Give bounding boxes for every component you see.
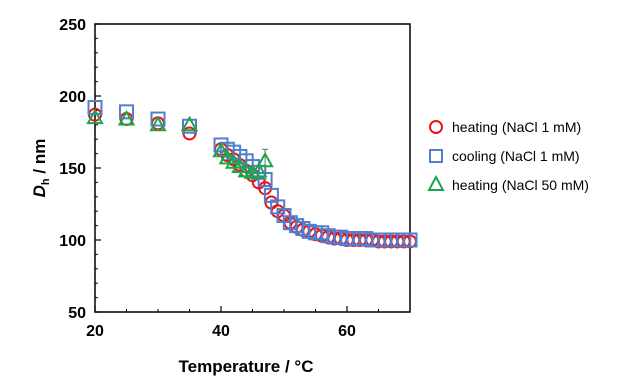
y-axis-title-main: D bbox=[30, 185, 49, 197]
data-point-triangle bbox=[180, 115, 199, 132]
x-tick-label: 60 bbox=[338, 323, 356, 340]
y-axis-title: Dh / nm bbox=[30, 139, 52, 198]
data-point-triangle bbox=[231, 157, 249, 174]
data-point-triangle bbox=[117, 109, 136, 126]
y-tick-label: 200 bbox=[59, 89, 86, 106]
data-point-square bbox=[119, 104, 134, 120]
series-3 bbox=[86, 108, 274, 179]
axis-ticks: 50 100 150 200 250 20 40 60 bbox=[59, 17, 379, 340]
data-point-square bbox=[402, 232, 418, 248]
data-point-triangle bbox=[149, 115, 167, 132]
x-tick-label: 20 bbox=[86, 323, 104, 340]
y-tick-label: 150 bbox=[59, 161, 86, 178]
data-point-triangle bbox=[218, 148, 237, 165]
legend-item-heating-1mM: heating (NaCl 1 mM) bbox=[429, 119, 581, 135]
y-tick-label: 100 bbox=[59, 233, 86, 250]
data-point-square bbox=[87, 100, 103, 116]
data-point-triangle bbox=[256, 151, 274, 168]
y-tick-label: 50 bbox=[68, 305, 86, 322]
data-point-triangle bbox=[212, 141, 230, 158]
data-point-square bbox=[150, 111, 166, 127]
legend: heating (NaCl 1 mM) cooling (NaCl 1 mM) … bbox=[427, 119, 589, 193]
data-point-triangle bbox=[250, 161, 268, 178]
legend-label: heating (NaCl 1 mM) bbox=[452, 119, 581, 135]
x-axis-title: Temperature / °C bbox=[179, 357, 314, 376]
series-2 bbox=[87, 100, 418, 248]
y-tick-label: 250 bbox=[59, 17, 86, 34]
data-points bbox=[86, 100, 418, 249]
legend-label: heating (NaCl 50 mM) bbox=[452, 177, 589, 193]
data-point-triangle bbox=[243, 163, 262, 179]
data-point-square bbox=[257, 172, 273, 188]
legend-item-heating-50mM: heating (NaCl 50 mM) bbox=[427, 174, 589, 193]
data-point-triangle bbox=[86, 108, 104, 125]
legend-marker-circle bbox=[429, 120, 443, 134]
y-axis-title-unit: / nm bbox=[30, 139, 49, 179]
legend-marker-square bbox=[429, 149, 443, 163]
legend-item-cooling-1mM: cooling (NaCl 1 mM) bbox=[429, 148, 580, 164]
x-tick-label: 40 bbox=[212, 323, 230, 340]
data-point-triangle bbox=[224, 153, 243, 169]
legend-marker-triangle bbox=[427, 174, 445, 191]
legend-label: cooling (NaCl 1 mM) bbox=[452, 148, 580, 164]
y-axis-title-sub: h bbox=[40, 178, 52, 185]
